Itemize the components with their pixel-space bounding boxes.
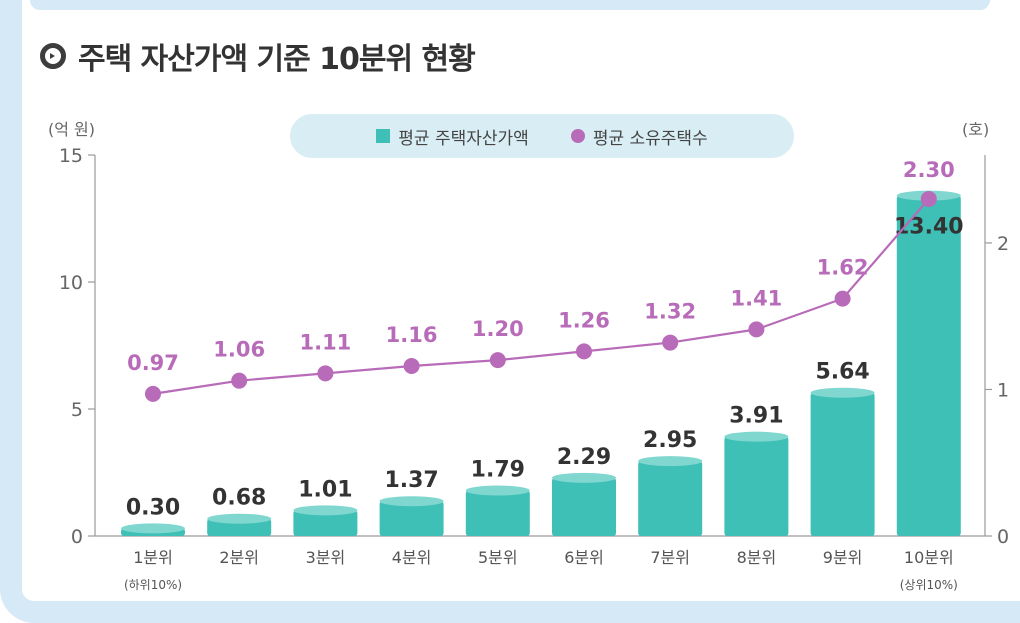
line-point [834,290,851,307]
bar-value-label: 0.68 [212,486,266,511]
top-strip [30,0,990,10]
bar-value-label: 3.91 [729,404,783,429]
legend-item-line: 평균 소유주택수 [570,124,708,149]
bar-value-label: 2.95 [643,428,697,453]
legend-bar-label: 평균 주택자산가액 [398,128,529,149]
bar-value-label: 1.01 [298,477,352,502]
line-series-path [152,198,930,395]
x-tick-sublabel: (하위10%) [124,578,182,592]
line-value-label: 1.62 [817,256,869,280]
legend: 평균 주택자산가액 평균 소유주택수 [290,114,794,158]
line-value-label: 1.11 [299,330,351,354]
line-value-label: 1.16 [386,323,438,347]
bar-top-cap [207,513,272,524]
bar [810,392,875,536]
bar-value-label: 0.30 [126,495,180,520]
legend-line-swatch [570,129,585,143]
legend-line-label: 평균 소유주택수 [592,128,708,149]
bar-value-label: 2.29 [557,445,611,470]
bar-top-cap [379,496,444,507]
left-axis-unit: (억 원) [48,120,95,139]
bar-top-cap [638,456,703,467]
right-tick-label: 2 [997,233,1009,255]
bar-value-label: 5.64 [815,360,869,385]
x-tick-sublabel: (상위10%) [900,578,958,592]
line-value-label: 1.26 [558,308,610,332]
line-point [576,343,592,360]
bar [638,461,703,536]
line-value-label: 1.20 [472,317,524,341]
chart-title-row: 주택 자산가액 기준 10분위 현황 [40,34,476,78]
x-tick-label: 1분위 [133,548,173,567]
line-value-label: 2.30 [903,158,955,182]
bar-value-label: 1.37 [384,468,438,493]
legend-bar-swatch [376,129,391,143]
left-tick-label: 15 [59,145,83,167]
x-tick-label: 3분위 [306,548,346,567]
bar-top-cap [121,523,185,534]
x-tick-label: 8분위 [737,548,777,567]
line-value-label: 1.32 [644,300,696,324]
line-point [231,372,248,389]
bar-top-cap [810,387,875,398]
x-tick-label: 4분위 [392,548,432,567]
arrow-circle-icon [40,43,66,69]
line-point [748,321,765,338]
bar [465,490,530,536]
bar-top-cap [465,485,530,496]
bar-top-cap [724,431,789,442]
right-axis-unit: (호) [962,120,989,139]
x-tick-label: 10분위 [904,548,954,567]
line-value-label: 1.06 [213,338,265,362]
left-tick-label: 5 [71,399,83,421]
bar-top-cap [552,472,616,483]
x-tick-label: 9분위 [823,548,863,567]
bar [724,436,789,536]
line-value-label: 0.97 [127,351,179,375]
x-tick-label: 7분위 [650,548,690,567]
right-tick-label: 1 [997,379,1009,401]
line-point [662,334,679,351]
bar [552,477,616,536]
line-value-label: 1.41 [730,286,782,310]
line-point [403,358,420,375]
line-point [489,352,506,369]
right-tick-label: 0 [997,526,1009,548]
bar [293,510,358,536]
x-tick-label: 5분위 [478,548,518,567]
x-tick-label: 2분위 [219,548,259,567]
bar-top-cap [293,505,358,516]
x-tick-label: 6분위 [564,548,604,567]
chart-title: 주택 자산가액 기준 10분위 현황 [78,42,476,77]
legend-item-bar: 평균 주택자산가액 [376,124,529,149]
line-point [317,365,334,382]
left-tick-label: 0 [71,526,83,548]
line-point [145,385,161,402]
bar-value-label: 1.79 [471,458,525,483]
bar [379,501,444,536]
bar [896,195,961,536]
line-point [920,190,937,207]
left-tick-label: 10 [59,272,83,294]
